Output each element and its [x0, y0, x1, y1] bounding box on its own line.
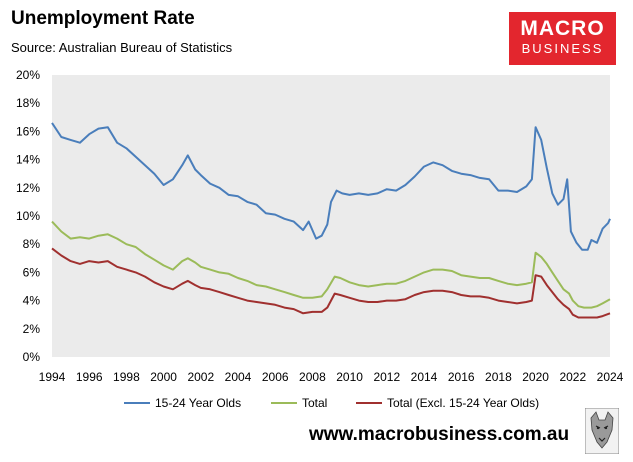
logo-line-1: MACRO: [520, 17, 605, 40]
x-tick-label: 2012: [373, 370, 400, 384]
x-tick-label: 2010: [336, 370, 363, 384]
series-group: [51, 122, 611, 319]
y-tick-label: 14%: [16, 153, 40, 167]
series-line-1: [51, 220, 611, 309]
y-tick-label: 2%: [23, 322, 41, 336]
logo-line-2: BUSINESS: [521, 41, 604, 56]
legend-item-total-excl: Total (Excl. 15-24 Year Olds): [356, 396, 539, 410]
x-tick-label: 2014: [411, 370, 438, 384]
series-line-2: [51, 247, 611, 319]
x-tick-label: 2016: [448, 370, 475, 384]
chart-title: Unemployment Rate: [11, 8, 195, 29]
chart-source: Source: Australian Bureau of Statistics: [11, 40, 233, 55]
legend-label-total: Total: [302, 396, 328, 410]
x-tick-label: 2004: [225, 370, 252, 384]
x-tick-label: 1994: [39, 370, 66, 384]
y-tick-label: 12%: [16, 181, 40, 195]
x-tick-label: 1996: [76, 370, 103, 384]
legend-swatch-15-24: [124, 401, 150, 404]
legend-item-15-24: 15-24 Year Olds: [124, 396, 241, 410]
x-tick-label: 2006: [262, 370, 289, 384]
x-tick-label: 2020: [522, 370, 549, 384]
y-tick-label: 20%: [16, 68, 40, 82]
x-tick-label: 1998: [113, 370, 140, 384]
y-tick-label: 0%: [23, 350, 41, 364]
y-tick-label: 4%: [23, 294, 41, 308]
legend: 15-24 Year Olds Total Total (Excl. 15-24…: [0, 396, 633, 414]
x-tick-label: 2008: [299, 370, 326, 384]
wolf-icon: [585, 408, 619, 454]
legend-swatch-total: [271, 401, 297, 404]
legend-label-total-excl: Total (Excl. 15-24 Year Olds): [387, 396, 540, 410]
legend-label-15-24: 15-24 Year Olds: [155, 396, 242, 410]
x-tick-label: 2024: [597, 370, 624, 384]
y-tick-label: 16%: [16, 124, 40, 138]
legend-swatch-total-excl: [356, 401, 382, 404]
y-tick-label: 18%: [16, 96, 40, 110]
x-tick-label: 2022: [559, 370, 586, 384]
y-axis: 0% 2% 4% 6% 8% 10% 12% 14% 16% 18% 20%: [16, 68, 40, 364]
legend-item-total: Total: [271, 396, 327, 410]
y-tick-label: 8%: [23, 237, 41, 251]
y-tick-label: 6%: [23, 265, 41, 279]
series-line-0: [51, 122, 611, 251]
x-axis: 1994 1996 1998 2000 2002 2004 2006 2008 2010 2012…: [39, 370, 624, 384]
footer-url: www.macrobusiness.com.au: [309, 424, 570, 445]
x-tick-label: 2002: [187, 370, 214, 384]
y-tick-label: 10%: [16, 209, 40, 223]
macrobusiness-logo: MACRO BUSINESS: [509, 12, 616, 65]
x-tick-label: 2000: [150, 370, 177, 384]
x-tick-label: 2018: [485, 370, 512, 384]
plot-area: [52, 75, 610, 357]
